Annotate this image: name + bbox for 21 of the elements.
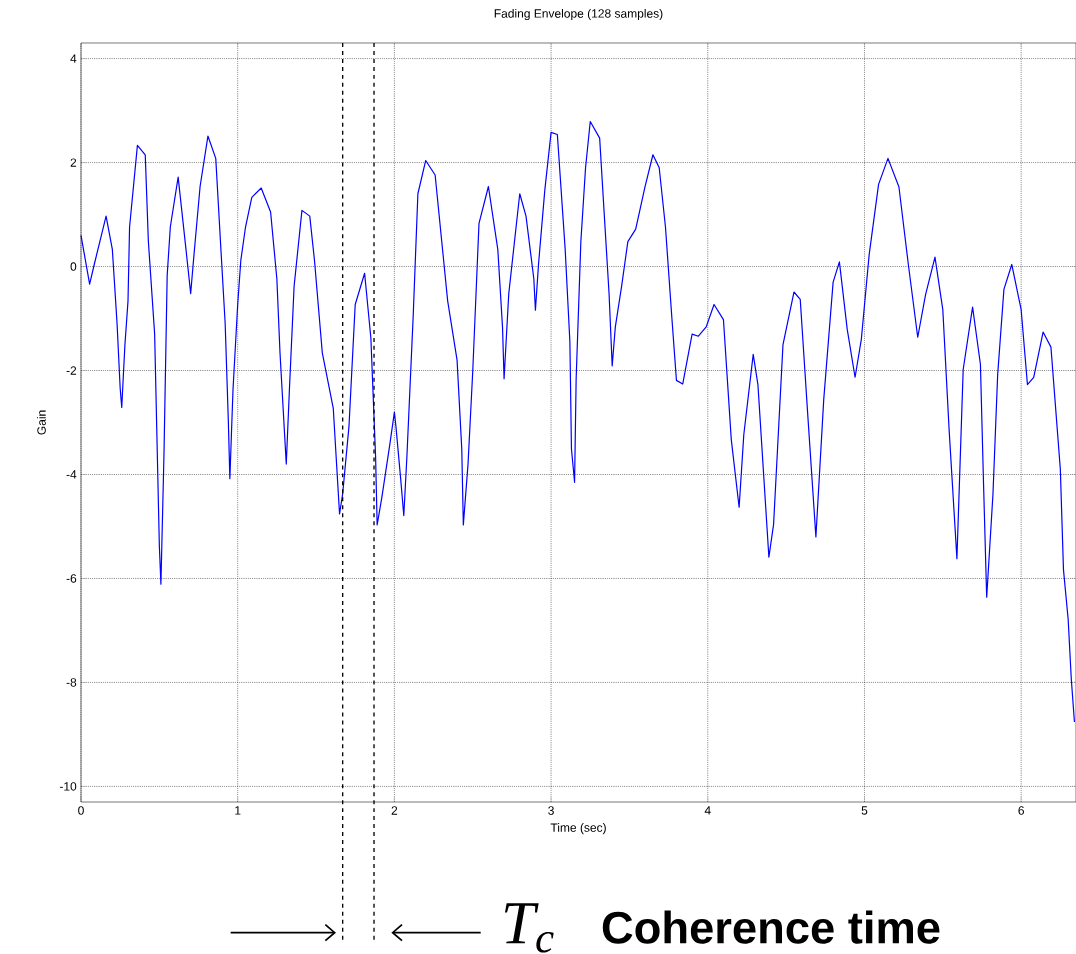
x-tick-label: 5	[861, 806, 868, 815]
y-tick-label: 2	[70, 158, 77, 167]
x-tick-label: 6	[1018, 806, 1024, 815]
x-tick-label: 3	[548, 806, 554, 815]
text: T$_{c}$	[504, 903, 554, 953]
x-tick-label: 4	[704, 806, 711, 815]
x-tick-label: 2	[391, 806, 398, 815]
x-tick-label: 0	[78, 806, 84, 815]
chart-title: Fading Envelope (128 samples)	[494, 8, 663, 21]
text: Coherence time	[602, 910, 940, 944]
y-tick-label: -2	[66, 366, 77, 375]
y-tick-label: -4	[66, 470, 77, 479]
x-tick-label: 1	[235, 806, 241, 815]
y-axis-title: Gain	[36, 410, 46, 435]
y-tick-label: -10	[59, 782, 77, 791]
y-tick-label: 0	[70, 262, 77, 271]
y-tick-label: -8	[66, 678, 77, 687]
x-axis-title: Time (sec)	[550, 823, 606, 835]
line-series	[80, 120, 1076, 723]
y-tick-label: 4	[70, 54, 77, 63]
y-tick-label: -6	[66, 574, 77, 583]
